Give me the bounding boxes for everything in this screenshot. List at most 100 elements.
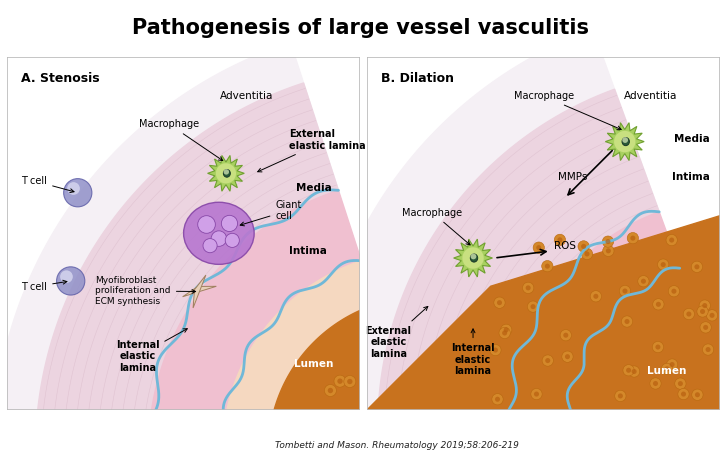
- Circle shape: [499, 327, 510, 339]
- Polygon shape: [0, 43, 338, 462]
- Text: Lumen: Lumen: [294, 359, 334, 370]
- Circle shape: [706, 347, 711, 352]
- Circle shape: [665, 366, 670, 371]
- Circle shape: [67, 182, 80, 195]
- Circle shape: [216, 163, 236, 183]
- Circle shape: [653, 298, 664, 310]
- Text: Intima: Intima: [672, 172, 709, 182]
- Circle shape: [666, 234, 678, 246]
- Circle shape: [618, 394, 623, 398]
- Polygon shape: [207, 155, 244, 191]
- Text: Lumen: Lumen: [647, 366, 687, 377]
- Text: T cell: T cell: [22, 280, 67, 292]
- Circle shape: [563, 333, 568, 338]
- Circle shape: [603, 245, 614, 256]
- Text: Internal
elastic
lamina: Internal elastic lamina: [451, 329, 495, 377]
- Polygon shape: [35, 83, 338, 462]
- Circle shape: [703, 344, 714, 355]
- Circle shape: [492, 394, 503, 405]
- Circle shape: [325, 384, 336, 396]
- Circle shape: [614, 131, 636, 152]
- Circle shape: [661, 262, 666, 267]
- Text: Giant
cell: Giant cell: [240, 200, 302, 226]
- Circle shape: [531, 389, 542, 400]
- Circle shape: [526, 286, 531, 291]
- Circle shape: [328, 388, 333, 393]
- Circle shape: [631, 369, 636, 374]
- Text: External
elastic
lamina: External elastic lamina: [365, 306, 428, 359]
- Circle shape: [662, 363, 672, 375]
- Circle shape: [675, 378, 686, 389]
- Circle shape: [497, 300, 502, 305]
- Circle shape: [523, 282, 534, 293]
- Ellipse shape: [470, 254, 477, 262]
- Polygon shape: [367, 216, 720, 410]
- Circle shape: [502, 330, 507, 335]
- Circle shape: [670, 362, 675, 367]
- Circle shape: [624, 319, 629, 324]
- Text: ROS: ROS: [554, 241, 576, 251]
- Circle shape: [606, 248, 611, 253]
- Circle shape: [671, 289, 677, 294]
- Circle shape: [504, 327, 509, 332]
- Text: Internal
elastic
lamina: Internal elastic lamina: [116, 328, 187, 373]
- Circle shape: [545, 264, 550, 269]
- Polygon shape: [378, 89, 660, 459]
- Circle shape: [593, 294, 598, 299]
- Circle shape: [657, 259, 669, 270]
- Text: Macrophage: Macrophage: [402, 208, 470, 245]
- Circle shape: [562, 351, 573, 362]
- Circle shape: [652, 341, 664, 353]
- Circle shape: [493, 347, 498, 353]
- Circle shape: [337, 378, 343, 384]
- Circle shape: [536, 245, 541, 250]
- Circle shape: [541, 261, 553, 272]
- Text: Media: Media: [297, 183, 332, 193]
- Circle shape: [554, 234, 566, 245]
- Circle shape: [57, 267, 85, 295]
- Circle shape: [622, 137, 628, 143]
- Circle shape: [699, 300, 711, 311]
- Circle shape: [581, 244, 586, 249]
- Circle shape: [198, 216, 215, 233]
- Polygon shape: [454, 239, 492, 277]
- Circle shape: [578, 241, 589, 252]
- Circle shape: [221, 215, 238, 231]
- Circle shape: [203, 238, 217, 253]
- Text: B. Dilation: B. Dilation: [382, 72, 454, 85]
- Text: Myofibroblast
proliferation and
ECM synthesis: Myofibroblast proliferation and ECM synt…: [95, 276, 196, 306]
- Circle shape: [63, 179, 92, 207]
- Circle shape: [692, 389, 703, 401]
- Circle shape: [500, 324, 512, 335]
- Circle shape: [585, 251, 590, 256]
- Polygon shape: [269, 304, 423, 462]
- Text: External
elastic lamina: External elastic lamina: [258, 129, 366, 172]
- Circle shape: [565, 354, 570, 359]
- Circle shape: [656, 302, 661, 307]
- Text: Intima: Intima: [289, 247, 328, 256]
- Circle shape: [686, 311, 691, 316]
- Circle shape: [60, 270, 73, 283]
- Text: Media: Media: [674, 134, 709, 144]
- Circle shape: [557, 237, 562, 243]
- Text: Pathogenesis of large vessel vasculitis: Pathogenesis of large vessel vasculitis: [132, 18, 588, 38]
- Circle shape: [211, 231, 227, 246]
- Circle shape: [581, 248, 593, 260]
- Circle shape: [681, 391, 686, 396]
- Circle shape: [534, 391, 539, 396]
- Circle shape: [603, 236, 613, 247]
- Text: Adventitia: Adventitia: [220, 91, 274, 101]
- Circle shape: [630, 236, 635, 241]
- Polygon shape: [568, 268, 694, 442]
- Circle shape: [655, 345, 660, 350]
- Ellipse shape: [223, 170, 230, 177]
- Text: A. Stenosis: A. Stenosis: [22, 72, 100, 85]
- Circle shape: [344, 376, 356, 388]
- Circle shape: [700, 322, 711, 333]
- Circle shape: [650, 378, 661, 389]
- Text: Tombetti and Mason. Rheumatology 2019;58:206-219: Tombetti and Mason. Rheumatology 2019;58…: [274, 442, 518, 450]
- Circle shape: [706, 310, 718, 321]
- Circle shape: [703, 325, 708, 330]
- Text: T cell: T cell: [22, 176, 74, 193]
- Circle shape: [606, 239, 611, 244]
